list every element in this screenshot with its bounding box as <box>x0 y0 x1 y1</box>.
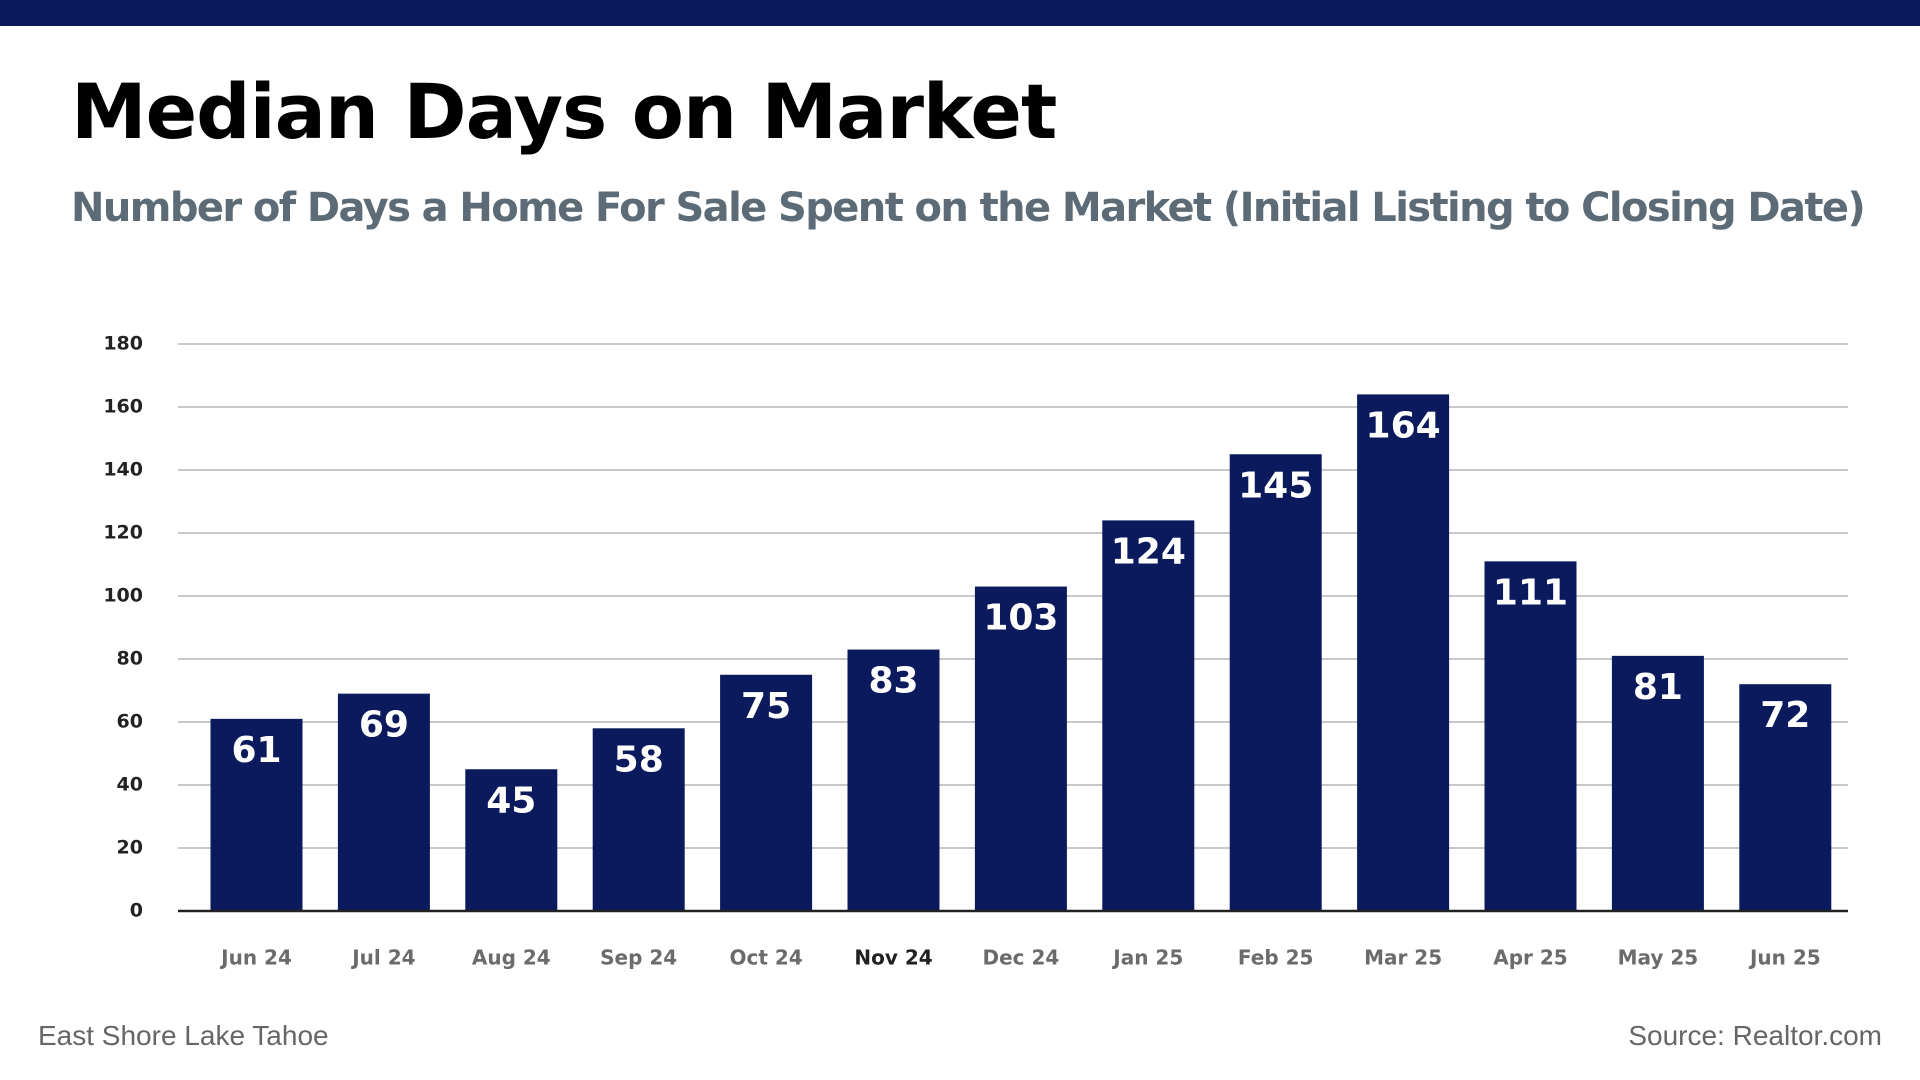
footer-source-label: Source: Realtor.com <box>1628 1020 1882 1051</box>
data-label: 61 <box>231 730 281 771</box>
data-label: 124 <box>1111 531 1186 572</box>
x-tick-label: Jan 25 <box>1111 946 1183 970</box>
y-tick-label: 160 <box>103 396 143 418</box>
data-label: 58 <box>614 739 664 780</box>
bar <box>974 586 1067 911</box>
x-tick-label: Dec 24 <box>982 946 1059 970</box>
y-tick-label: 120 <box>103 522 143 544</box>
x-tick-label: Feb 25 <box>1238 946 1314 970</box>
x-tick-label: May 25 <box>1618 946 1699 970</box>
y-tick-label: 60 <box>117 711 143 733</box>
y-tick-label: 80 <box>117 648 143 670</box>
y-tick-label: 0 <box>130 900 143 922</box>
bar <box>847 649 940 911</box>
page-title: Median Days on Market <box>71 67 1057 156</box>
top-accent-bar <box>0 0 1920 26</box>
bar <box>337 693 430 911</box>
bar <box>1611 655 1704 911</box>
x-tick-label: Jun 24 <box>219 946 292 970</box>
data-label: 81 <box>1633 667 1683 708</box>
x-tick-label: Jul 24 <box>350 946 415 970</box>
y-tick-label: 180 <box>103 333 143 355</box>
bar <box>720 674 813 911</box>
bar <box>210 718 303 911</box>
bar <box>1484 561 1577 911</box>
x-tick-label: Aug 24 <box>472 946 551 970</box>
bar <box>1357 394 1450 911</box>
bar-chart: 0 20 40 60 80 100 120 140 160 180 61 Jun 24 69 Jul 24… <box>103 333 1848 970</box>
data-label: 111 <box>1493 572 1568 613</box>
y-tick-label: 40 <box>117 774 143 796</box>
footer-region-label: East Shore Lake Tahoe <box>38 1020 329 1051</box>
x-tick-label: Jun 25 <box>1748 946 1821 970</box>
data-label: 69 <box>359 705 409 746</box>
data-label: 103 <box>983 598 1058 639</box>
x-tick-label: Mar 25 <box>1364 946 1442 970</box>
bar <box>1102 520 1195 911</box>
data-label: 83 <box>868 661 918 702</box>
bar <box>1739 684 1832 911</box>
x-tick-label: Sep 24 <box>600 946 677 970</box>
page-subtitle: Number of Days a Home For Sale Spent on … <box>71 185 1866 231</box>
data-label: 145 <box>1238 465 1313 506</box>
data-label: 164 <box>1366 405 1441 446</box>
bar <box>592 728 685 911</box>
data-label: 45 <box>486 780 536 821</box>
y-tick-label: 20 <box>117 837 143 859</box>
data-label: 72 <box>1760 695 1810 736</box>
y-tick-label: 140 <box>103 459 143 481</box>
y-tick-label: 100 <box>103 585 143 607</box>
data-label: 75 <box>741 686 791 727</box>
x-tick-label: Apr 25 <box>1493 946 1567 970</box>
bar <box>1229 454 1322 911</box>
bar <box>465 769 558 911</box>
x-tick-label: Oct 24 <box>729 946 802 970</box>
x-tick-label: Nov 24 <box>854 946 932 970</box>
